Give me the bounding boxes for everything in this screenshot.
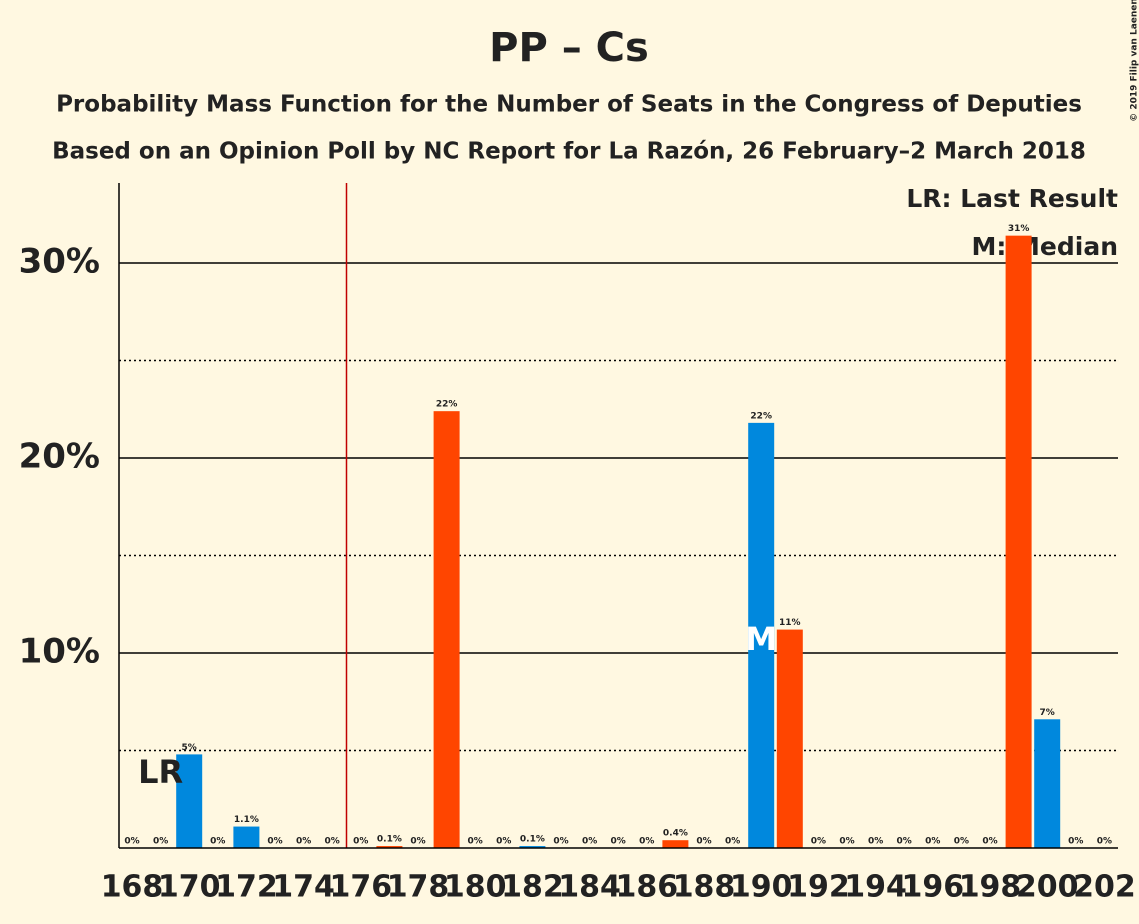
x-tick-label: 168	[101, 870, 164, 905]
value-label: 0.1%	[520, 835, 545, 845]
value-label: 0%	[410, 837, 425, 847]
value-label: 1.1%	[234, 815, 259, 825]
x-tick-label: 180	[444, 870, 507, 905]
value-label: 0%	[611, 837, 626, 847]
value-label: 0%	[468, 837, 483, 847]
value-label: 0%	[725, 837, 740, 847]
value-label: 31%	[1008, 224, 1030, 234]
chart-subtitle: Based on an Opinion Poll by NC Report fo…	[52, 139, 1086, 165]
y-tick-label: 30%	[19, 241, 100, 281]
bar	[1005, 235, 1032, 849]
value-label: 0%	[811, 837, 826, 847]
x-tick-label: 200	[1016, 870, 1079, 905]
value-label: 0%	[696, 837, 711, 847]
value-label: 0%	[1097, 837, 1112, 847]
bar	[1034, 719, 1061, 848]
x-tick-label: 184	[558, 870, 621, 905]
bar	[776, 629, 803, 848]
bar	[433, 411, 460, 848]
x-tick-label: 172	[215, 870, 278, 905]
value-label: 0%	[124, 837, 139, 847]
x-tick-label: 182	[501, 870, 564, 905]
x-tick-label: 196	[901, 870, 964, 905]
x-tick-label: 194	[844, 870, 907, 905]
value-label: 0%	[839, 837, 854, 847]
bar	[233, 826, 260, 848]
chart-title: PP – Cs	[489, 25, 649, 71]
value-label: 0%	[553, 837, 568, 847]
value-label: 0%	[954, 837, 969, 847]
bar	[519, 846, 546, 848]
value-label: 22%	[750, 411, 772, 421]
x-tick-label: 178	[387, 870, 450, 905]
bar	[376, 846, 403, 848]
y-tick-label: 20%	[19, 436, 100, 476]
value-label: 0%	[496, 837, 511, 847]
value-label: 0%	[1068, 837, 1083, 847]
value-label: 0.4%	[663, 829, 688, 839]
value-label: 22%	[436, 400, 458, 410]
value-label: 5%	[182, 743, 197, 753]
value-label: 0%	[639, 837, 654, 847]
value-label: 7%	[1040, 708, 1055, 718]
value-label: 0%	[353, 837, 368, 847]
value-label: 0%	[296, 837, 311, 847]
value-label: 0%	[925, 837, 940, 847]
value-label: 0%	[153, 837, 168, 847]
x-tick-label: 198	[959, 870, 1022, 905]
copyright: © 2019 Filip van Laenen	[1130, 0, 1139, 122]
value-label: 0%	[267, 837, 282, 847]
x-tick-label: 192	[787, 870, 850, 905]
x-tick-label: 188	[673, 870, 736, 905]
value-label: 0%	[325, 837, 340, 847]
bar	[176, 754, 203, 848]
x-tick-label: 174	[272, 870, 335, 905]
legend-entry: M: Median	[971, 232, 1118, 261]
value-label: 0%	[582, 837, 597, 847]
value-label: 0%	[897, 837, 912, 847]
value-label: 0%	[868, 837, 883, 847]
value-label: 0.1%	[377, 835, 402, 845]
value-label: 0%	[210, 837, 225, 847]
value-label: 11%	[779, 618, 801, 628]
last-result-marker: LR	[138, 753, 183, 791]
x-tick-label: 176	[329, 870, 392, 905]
legend-entry: LR: Last Result	[906, 184, 1118, 213]
x-tick-label: 202	[1073, 870, 1136, 905]
bar	[662, 840, 689, 848]
median-marker: M	[745, 620, 777, 658]
y-tick-label: 10%	[19, 631, 100, 671]
x-tick-label: 190	[730, 870, 793, 905]
bar	[748, 422, 775, 848]
x-tick-label: 170	[158, 870, 221, 905]
value-label: 0%	[982, 837, 997, 847]
x-tick-label: 186	[615, 870, 678, 905]
chart-subtitle: Probability Mass Function for the Number…	[56, 92, 1082, 118]
